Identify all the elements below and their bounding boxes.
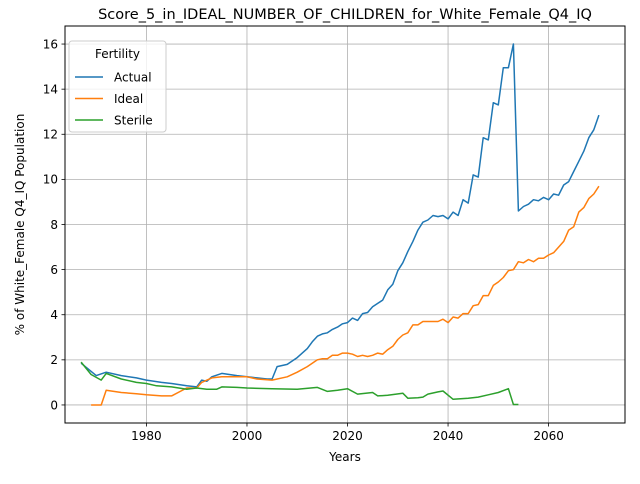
series-line-actual	[80, 43, 600, 388]
x-tick-label: 1980	[131, 429, 162, 443]
y-tick-label: 2	[50, 353, 58, 367]
legend-label-ideal: Ideal	[114, 92, 143, 106]
x-tick-label: 2020	[332, 429, 363, 443]
y-tick-label: 8	[50, 218, 58, 232]
x-tick-label: 2060	[533, 429, 564, 443]
x-axis-label: Years	[328, 450, 361, 464]
y-axis-label: % of White_Female Q4_IQ Population	[13, 114, 27, 336]
grid	[65, 26, 625, 423]
y-axis-ticks: 0 2 4 6 8 10 12 14 16	[43, 37, 65, 412]
x-axis-ticks: 1980 2000 2020 2040 2060	[131, 423, 564, 443]
x-tick-label: 2040	[433, 429, 464, 443]
series-line-sterile	[80, 361, 519, 406]
y-tick-label: 16	[43, 37, 58, 51]
legend: Fertility Actual Ideal Sterile	[68, 40, 167, 133]
chart-title: Score_5_in_IDEAL_NUMBER_OF_CHILDREN_for_…	[98, 7, 592, 23]
legend-label-sterile: Sterile	[114, 113, 153, 127]
y-tick-label: 14	[43, 82, 58, 96]
legend-title: Fertility	[95, 47, 140, 61]
legend-label-actual: Actual	[114, 70, 152, 84]
y-tick-label: 12	[43, 128, 58, 142]
legend-entries: Actual Ideal Sterile	[75, 70, 153, 127]
y-tick-label: 6	[50, 263, 58, 277]
series-line-ideal	[91, 185, 600, 406]
y-tick-label: 0	[50, 398, 58, 412]
y-tick-label: 10	[43, 173, 58, 187]
x-tick-label: 2000	[232, 429, 263, 443]
series-lines	[80, 43, 600, 406]
legend-box	[68, 40, 167, 133]
y-tick-label: 4	[50, 308, 58, 322]
